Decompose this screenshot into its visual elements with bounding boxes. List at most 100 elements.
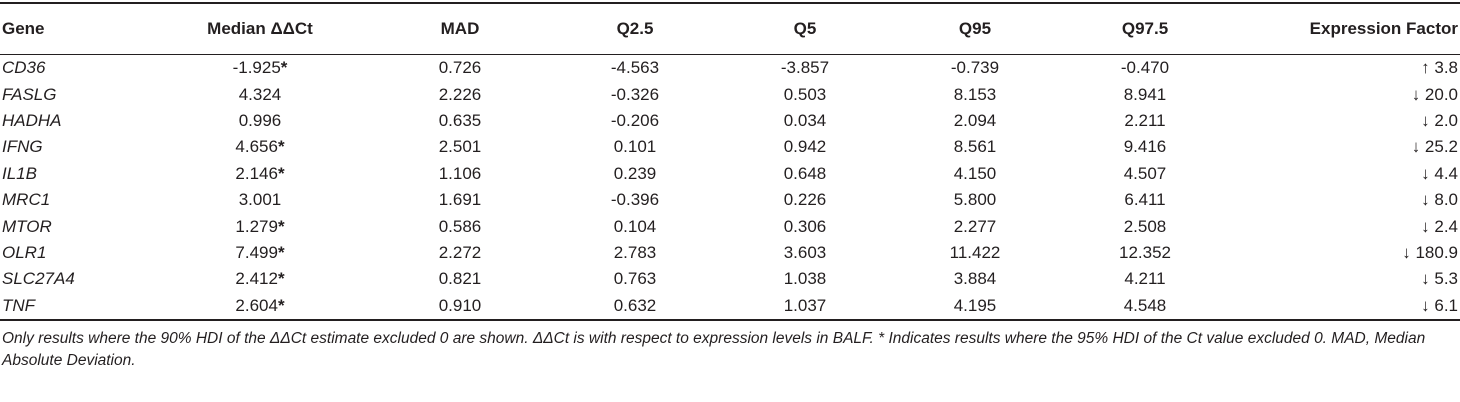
cell-gene: SLC27A4 [2,269,75,289]
cell-q2-5: 0.104 [613,216,657,236]
cell-q2-5: -0.206 [610,110,660,130]
cell-expression-factor: ↓ 2.4 [1421,216,1458,236]
cell-q95: 3.884 [953,269,997,289]
cell-q97-5: 9.416 [1123,137,1167,157]
cell-expression-factor: ↓ 25.2 [1411,137,1458,157]
cell-expression-factor: ↓ 20.0 [1411,84,1458,104]
cell-median: 2.604* [150,292,370,321]
cell-q95: -0.739 [950,58,1000,78]
cell-expression-factor: ↓ 8.0 [1421,190,1458,210]
header-q95: Q95 [890,2,1060,55]
cell-mad: 0.726 [438,58,482,78]
cell-q2-5: 0.101 [613,137,657,157]
cell-mad: 0.821 [438,269,482,289]
cell-q95: 4.195 [890,292,1060,321]
cell-median: 2.412* [150,266,370,292]
cell-q5: 0.226 [783,190,827,210]
cell-q5: 0.034 [783,110,827,130]
cell-gene: FASLG [2,84,57,104]
table-row: IFNG 4.656* 2.501 0.101 0.942 8.561 9.416 ↓ 25.… [0,134,1460,160]
cell-q5: -3.857 [780,58,830,78]
table-row: TNF 2.604* 0.910 0.632 1.037 4.195 4.548 ↓ 6.1 [0,292,1460,321]
cell-median: 7.499* [150,240,370,266]
cell-q2-5: 0.632 [550,292,720,321]
significance-star: * [277,216,285,236]
cell-gene: MRC1 [2,190,51,210]
significance-star: * [280,58,288,78]
table-row: HADHA 0.996 0.635 -0.206 0.034 2.094 2.211 ↓ 2.… [0,108,1460,134]
cell-gene: IFNG [2,137,43,157]
cell-mad: 1.106 [438,163,482,183]
cell-mad: 1.691 [438,190,482,210]
cell-q97-5: 8.941 [1123,84,1167,104]
cell-mad: 2.226 [438,84,482,104]
cell-median: 4.324 [150,81,370,107]
cell-mad: 2.501 [438,137,482,157]
table-row: OLR1 7.499* 2.272 2.783 3.603 11.422 12.352 ↓ 1… [0,240,1460,266]
cell-q2-5: 2.783 [613,242,657,262]
cell-q95: 2.277 [953,216,997,236]
median-value: 1.279 [235,216,278,236]
cell-median: 0.996 [150,108,370,134]
header-median: Median ΔΔCt [150,2,370,55]
cell-gene: IL1B [2,163,37,183]
cell-q95: 11.422 [949,242,1001,262]
median-value: -1.925 [232,58,281,78]
cell-q5: 0.306 [783,216,827,236]
median-value: 0.996 [238,110,282,130]
cell-q2-5: -4.563 [610,58,660,78]
significance-star: * [277,163,285,183]
cell-q2-5: 0.763 [613,269,657,289]
cell-q97-5: 4.548 [1060,292,1230,321]
header-row: Gene Median ΔΔCt MAD Q2.5 Q5 Q95 Q97.5 E… [0,2,1460,55]
cell-q5: 0.503 [783,84,827,104]
cell-median: -1.925* [150,55,370,82]
cell-mad: 0.910 [370,292,550,321]
cell-expression-factor: ↓ 5.3 [1421,269,1458,289]
cell-q95: 8.153 [953,84,997,104]
median-value: 2.146 [235,163,278,183]
table-row: IL1B 2.146* 1.106 0.239 0.648 4.150 4.507 ↓ 4.4 [0,161,1460,187]
cell-mad: 0.586 [438,216,482,236]
cell-q97-5: 2.211 [1124,110,1166,130]
median-value: 4.324 [238,84,282,104]
cell-expression-factor: ↓ 180.9 [1402,242,1458,262]
cell-q5: 0.942 [783,137,827,157]
median-value: 2.412 [235,269,278,289]
cell-q97-5: -0.470 [1120,58,1170,78]
significance-star: * [277,269,285,289]
cell-expression-factor: ↓ 4.4 [1421,163,1458,183]
table-row: SLC27A4 2.412* 0.821 0.763 1.038 3.884 4.211 ↓ … [0,266,1460,292]
cell-q97-5: 12.352 [1119,242,1171,262]
table-row: MRC1 3.001 1.691 -0.396 0.226 5.800 6.411 ↓ 8.0 [0,187,1460,213]
cell-q2-5: 0.239 [613,163,657,183]
cell-median: 4.656* [150,134,370,160]
cell-q97-5: 2.508 [1123,216,1167,236]
cell-mad: 2.272 [438,242,482,262]
cell-median: 1.279* [150,213,370,239]
cell-q97-5: 4.507 [1123,163,1167,183]
cell-expression-factor: ↓ 2.0 [1421,110,1458,130]
cell-q2-5: -0.396 [610,190,660,210]
cell-q95: 5.800 [953,190,997,210]
median-value: 2.604 [235,295,278,315]
cell-mad: 0.635 [438,110,482,130]
gene-expression-table: Gene Median ΔΔCt MAD Q2.5 Q5 Q95 Q97.5 E… [0,2,1460,321]
cell-expression-factor: ↑ 3.8 [1421,58,1458,78]
header-mad: MAD [370,2,550,55]
cell-gene: TNF [0,292,150,321]
cell-gene: HADHA [2,110,62,130]
cell-q5: 1.037 [720,292,890,321]
cell-q95: 8.561 [953,137,997,157]
cell-expression-factor: ↓ 6.1 [1230,292,1460,321]
cell-gene: CD36 [2,58,46,78]
cell-q5: 3.603 [783,242,827,262]
median-value: 3.001 [238,190,282,210]
median-value: 4.656 [235,137,278,157]
cell-q95: 4.150 [953,163,997,183]
table-body: CD36 -1.925* 0.726 -4.563 -3.857 -0.739 -0.470… [0,55,1460,321]
cell-median: 2.146* [150,161,370,187]
header-q2-5: Q2.5 [550,2,720,55]
cell-q95: 2.094 [953,110,997,130]
